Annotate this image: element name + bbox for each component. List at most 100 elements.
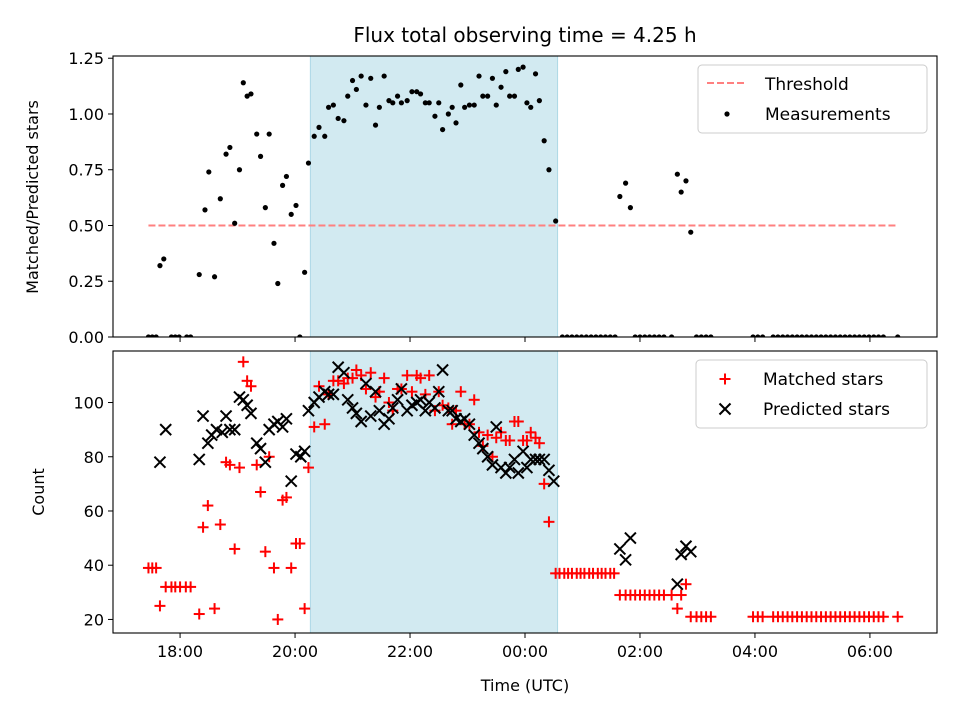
matched-stars-point — [415, 372, 427, 384]
predicted-stars-point — [341, 393, 354, 407]
measurement-point — [262, 205, 268, 211]
measurement-point — [422, 100, 428, 106]
legend-predicted-swatch — [718, 402, 732, 416]
predicted-stars-point — [472, 436, 486, 450]
measurement-point — [266, 131, 272, 137]
measurement-point — [236, 167, 243, 173]
predicted-stars-point — [463, 418, 476, 431]
measurement-point — [372, 122, 379, 128]
measurement-point — [432, 113, 438, 119]
measurement-point — [283, 173, 290, 180]
measurement-point — [794, 334, 800, 337]
measurement-point — [698, 334, 704, 337]
predicted-stars-point — [237, 393, 250, 407]
bottom-x-ticks: 18:00 20:00 22:00 00:00 02:00 04:00 06:00 — [157, 633, 893, 661]
x-tick-label: 22:00 — [387, 642, 433, 661]
measurement-point — [153, 334, 159, 337]
predicted-stars-point — [490, 420, 503, 434]
measurement-point — [866, 334, 872, 337]
measurement-point — [693, 334, 700, 337]
y-tick-label: 0.25 — [68, 272, 104, 291]
measurement-point — [578, 334, 585, 337]
predicted-stars-point — [619, 553, 632, 566]
matched-stars-point — [302, 462, 314, 474]
bottom-legend-frame — [695, 359, 928, 429]
matched-stars-point — [473, 426, 485, 438]
measurement-point — [381, 73, 387, 79]
measurement-point — [784, 334, 791, 337]
measurement-point — [632, 334, 638, 337]
matched-stars-point — [680, 578, 692, 590]
predicted-stars-point — [671, 577, 684, 591]
top-y-ticks: 0.00 0.25 0.50 0.75 1.00 1.25 — [68, 49, 113, 347]
matched-stars-point — [229, 543, 241, 555]
y-tick-label: 100 — [73, 394, 104, 413]
predicted-stars-point — [486, 458, 499, 472]
measurement-point — [149, 334, 155, 337]
measurement-point — [386, 98, 392, 104]
top-panel: Flux total observing time = 4.25 h 0.000… — [23, 23, 938, 347]
predicted-stars-point — [294, 450, 308, 463]
measurement-point — [196, 271, 202, 278]
x-tick-label: 02:00 — [617, 642, 663, 661]
measurement-point — [453, 120, 459, 126]
matched-stars-point — [259, 546, 271, 558]
predicted-stars-point — [259, 455, 272, 469]
measurement-point — [546, 167, 552, 173]
measurement-point — [368, 75, 374, 81]
measurement-point — [813, 334, 819, 337]
measurement-point — [279, 182, 286, 188]
plot-content — [145, 56, 901, 337]
measurement-point — [211, 274, 218, 280]
measurement-point — [750, 334, 756, 337]
y-tick-label: 20 — [84, 610, 104, 629]
measurement-point — [157, 263, 163, 269]
matched-stars-point — [365, 367, 377, 379]
measurement-point — [480, 93, 486, 99]
measurement-point — [607, 334, 613, 337]
measurement-point — [466, 102, 473, 108]
measurement-point — [852, 334, 858, 337]
predicted-stars-point — [285, 474, 298, 488]
shaded-observing-window — [309, 56, 559, 337]
matched-stars-point — [319, 418, 331, 430]
x-tick-label: 04:00 — [732, 642, 778, 661]
matched-stars-point — [280, 491, 292, 503]
matched-stars-point — [197, 521, 209, 533]
measurement-point — [708, 334, 714, 337]
measurement-point — [524, 100, 530, 106]
measurement-point — [837, 334, 843, 337]
legend-measurements-label: Measurements — [765, 105, 891, 125]
matched-stars-point — [482, 429, 494, 441]
x-tick-label: 20:00 — [272, 642, 318, 661]
legend-matched-label: Matched stars — [763, 370, 883, 390]
measurement-point — [311, 133, 317, 139]
matched-stars-point — [313, 380, 325, 392]
matched-stars-point — [757, 611, 769, 623]
predicted-stars-point — [276, 420, 289, 434]
measurement-point — [275, 280, 281, 287]
measurement-point — [345, 93, 351, 99]
y-tick-label: 60 — [84, 502, 104, 521]
measurement-point — [426, 100, 432, 106]
measurement-point — [847, 334, 853, 337]
measurement-point — [168, 334, 175, 337]
predicted-stars-point — [254, 442, 267, 455]
matched-stars-point — [455, 386, 467, 398]
matched-stars-point — [233, 462, 245, 474]
measurement-point — [325, 104, 332, 110]
measurement-point — [244, 93, 250, 99]
measurement-point — [598, 334, 604, 337]
predicted-stars-point — [280, 412, 293, 425]
measurement-point — [895, 334, 901, 337]
matched-stars-point — [666, 589, 678, 601]
matched-stars-point — [294, 538, 306, 550]
matched-stars-point — [877, 611, 889, 623]
matched-stars-point — [671, 603, 683, 615]
predicted-stars-point — [428, 401, 442, 415]
matched-stars-point — [490, 432, 502, 444]
measurement-point — [520, 64, 526, 70]
bottom-xlabel: Time (UTC) — [480, 676, 569, 695]
matched-stars-point — [202, 500, 214, 512]
